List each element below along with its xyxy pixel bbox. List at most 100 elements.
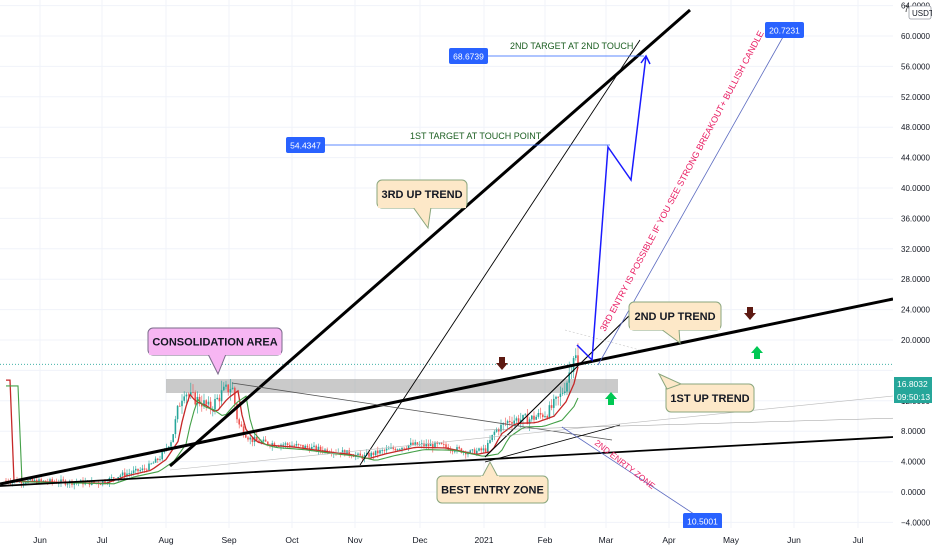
- candle-body: [203, 400, 205, 407]
- candle-body: [396, 449, 399, 451]
- entry2-line: [561, 426, 701, 519]
- candle-body: [143, 468, 146, 470]
- trend2-box[interactable]: 2ND UP TREND: [628, 301, 722, 345]
- candle-body: [130, 472, 133, 474]
- trend1-box-tail: [657, 372, 683, 390]
- candle-body: [271, 443, 273, 447]
- candle-body: [550, 405, 553, 408]
- y-tick-label: 24.0000: [901, 306, 930, 315]
- candle-body: [313, 445, 315, 447]
- candle-body: [379, 450, 381, 454]
- candle-body: [132, 470, 135, 473]
- price-box-54[interactable]: 54.4347: [286, 137, 325, 153]
- y-tick-label: 0.0000: [901, 488, 926, 497]
- candle-body: [368, 453, 370, 457]
- candle-body: [44, 480, 47, 482]
- candle-body: [427, 443, 430, 447]
- trend1-box[interactable]: 1ST UP TREND: [665, 383, 755, 413]
- candle-body: [476, 450, 478, 455]
- currency-badge[interactable]: [908, 5, 932, 20]
- candle-body: [245, 434, 247, 438]
- candle-body: [300, 444, 302, 446]
- price-box-68-label: 68.6739: [453, 52, 484, 62]
- x-tick-label: Apr: [662, 535, 675, 545]
- y-tick-label: 32.0000: [901, 245, 930, 254]
- trend2-box-tail: [659, 328, 681, 345]
- candle-body: [170, 442, 172, 447]
- price-axis[interactable]: 72.000068.000064.000060.000056.000052.00…: [893, 0, 932, 528]
- consolidation-zone: [166, 379, 618, 393]
- entry3-text: 3RD ENTRY IS POSSIBLE IF YOU SEE STRONG …: [598, 29, 766, 333]
- candle-body: [557, 396, 559, 398]
- candle-body: [438, 442, 441, 444]
- price-box-10-bg: [683, 513, 722, 529]
- candle-body: [394, 448, 397, 451]
- candle-body: [568, 372, 570, 383]
- candle-body: [372, 452, 375, 456]
- candle-body: [555, 396, 557, 399]
- candle-body: [458, 447, 460, 449]
- best-entry-box[interactable]: BEST ENTRY ZONE: [436, 475, 549, 504]
- trendline-faint-2: [483, 417, 901, 431]
- target1-text: 1ST TARGET AT TOUCH POINT: [410, 131, 542, 141]
- candle-body: [517, 418, 520, 423]
- x-tick-label: Jun: [787, 535, 801, 545]
- trendline-2nd-up: [0, 297, 894, 486]
- candle-body: [260, 441, 262, 443]
- y-tick-label: 48.0000: [901, 123, 930, 132]
- price-box-20-bg: [765, 22, 804, 38]
- candle-body: [548, 405, 551, 418]
- candle-body: [194, 392, 196, 405]
- price-box-10[interactable]: 10.5001: [683, 513, 722, 529]
- candle-body: [139, 470, 141, 472]
- time-axis[interactable]: Jun Jul Aug Sep Oct Nov Dec 2021 Feb Mar Apr May Jun…: [0, 528, 932, 550]
- candle-body: [31, 478, 34, 482]
- y-tick-label: 44.0000: [901, 154, 930, 163]
- x-tick-labels: Jun Jul Aug Sep Oct Nov Dec 2021 Feb Mar Apr May Jun…: [33, 535, 863, 545]
- up-arrow-1: [605, 392, 617, 405]
- y-tick-label: 4.0000: [901, 458, 926, 467]
- candle-body: [473, 449, 476, 455]
- candle-body: [306, 445, 309, 448]
- price-box-20[interactable]: 20.7231: [765, 22, 804, 38]
- candle-body: [51, 479, 53, 482]
- candle-body: [242, 426, 245, 435]
- candle-body: [352, 456, 355, 458]
- candle-body: [440, 442, 443, 445]
- candle-body: [469, 450, 471, 453]
- price-box-68[interactable]: 68.6739: [449, 48, 488, 64]
- candle-body: [172, 434, 174, 443]
- candle-body: [289, 444, 291, 447]
- candle-body: [383, 450, 386, 451]
- candle-body: [487, 443, 489, 452]
- candle-body: [359, 453, 361, 456]
- candle-body: [410, 442, 412, 446]
- candle-body: [262, 439, 265, 442]
- candle-body: [436, 442, 438, 444]
- candle-body: [498, 429, 500, 432]
- candle-body: [249, 437, 251, 440]
- candle-body: [385, 448, 388, 451]
- candle-body: [344, 450, 346, 456]
- candle-body: [478, 448, 480, 451]
- candle-body: [537, 413, 540, 417]
- trend3-box[interactable]: 3RD UP TREND: [376, 179, 468, 230]
- candle-body: [62, 479, 64, 481]
- candle-body: [544, 416, 546, 418]
- candle-body: [357, 453, 359, 456]
- trend1-box-label: 1ST UP TREND: [670, 393, 749, 405]
- x-tick-label: Jul: [97, 535, 108, 545]
- candle-body: [176, 405, 179, 420]
- candle-body: [148, 463, 150, 471]
- trendline-faint-3: [564, 329, 641, 351]
- consolidation-box[interactable]: CONSOLIDATION AREA: [147, 327, 283, 376]
- candle-body: [161, 452, 163, 460]
- price-box-54-bg: [286, 137, 325, 153]
- countdown-bg: [894, 390, 932, 403]
- candle-body: [150, 463, 152, 465]
- candle-body: [128, 473, 130, 475]
- x-tick-label: Dec: [412, 535, 428, 545]
- candle-body: [346, 450, 348, 456]
- candle-body: [60, 479, 62, 484]
